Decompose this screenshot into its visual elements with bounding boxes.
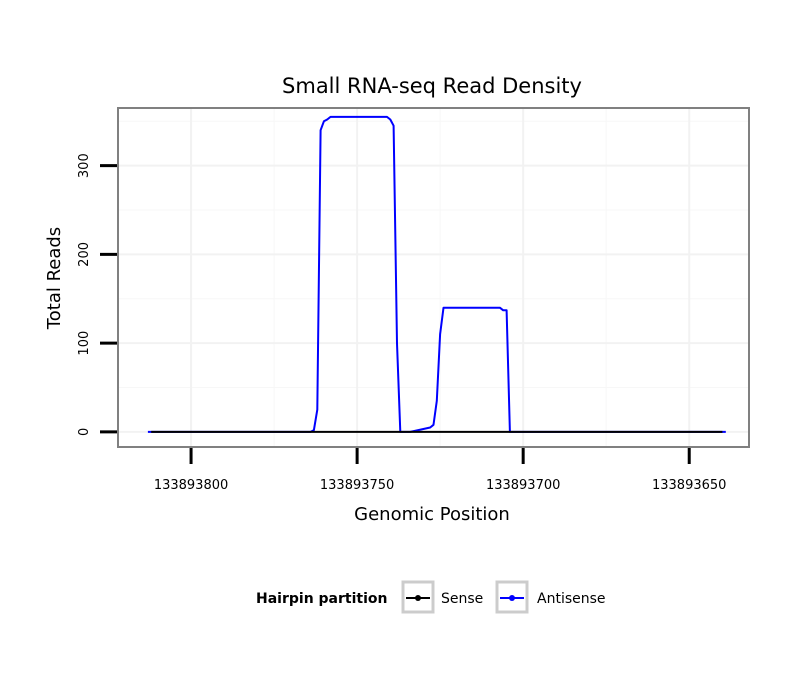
y-axis-title: Total Reads [44,227,65,330]
x-axis: 133893800 133893750 133893700 133893650 [154,448,726,493]
x-tick-label: 133893750 [320,478,394,493]
y-tick-label: 100 [77,331,92,356]
series-layer [147,115,726,433]
y-tick-label: 200 [77,242,92,267]
x-tick-label: 133893700 [486,478,560,493]
legend-entry-sense: Sense [401,580,483,614]
legend-entry-antisense: Antisense [495,580,606,614]
legend: Hairpin partition Sense Antisense [256,580,606,614]
legend-label-antisense: Antisense [537,591,606,607]
legend-label-sense: Sense [441,591,483,607]
chart-title: Small RNA-seq Read Density [282,74,582,98]
x-tick-label: 133893650 [652,478,726,493]
x-axis-title: Genomic Position [354,504,510,525]
plot-grid [118,108,749,447]
y-tick-label: 0 [77,428,92,436]
series-line-antisense [147,115,726,433]
legend-title: Hairpin partition [256,591,387,607]
y-axis: 0 100 200 300 [77,153,117,436]
x-tick-label: 133893800 [154,478,228,493]
legend-point-sense [415,595,421,601]
plot-panel-border [117,107,750,448]
y-tick-label: 300 [77,153,92,178]
legend-point-antisense [509,595,515,601]
